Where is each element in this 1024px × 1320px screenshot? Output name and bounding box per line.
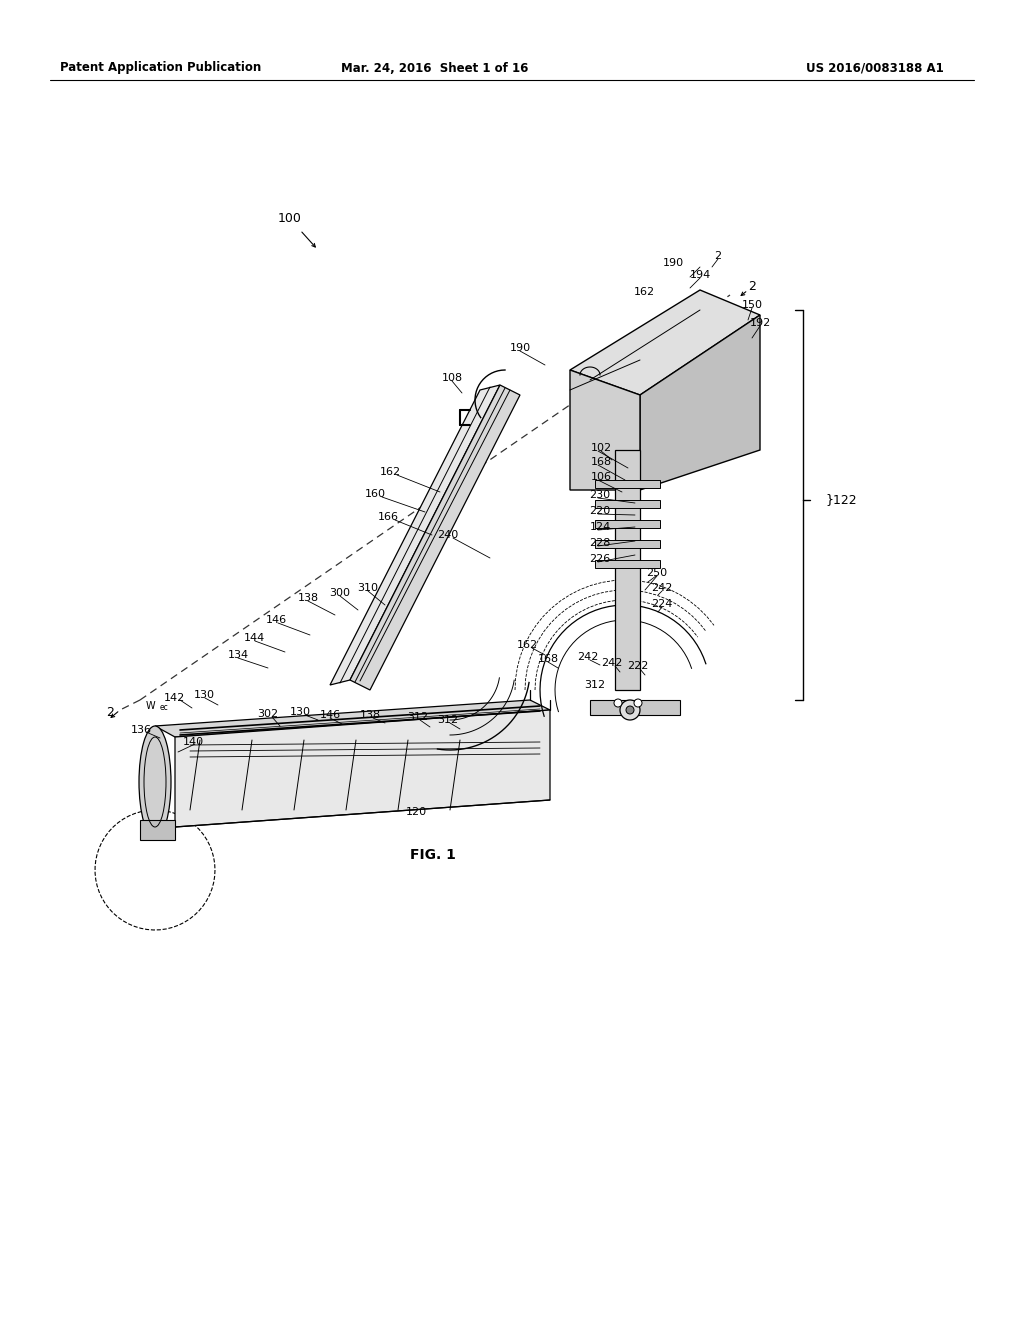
Text: 242: 242 (651, 583, 673, 593)
Polygon shape (350, 385, 520, 690)
Text: 2: 2 (749, 281, 756, 293)
Text: 168: 168 (591, 457, 611, 467)
Text: 162: 162 (380, 467, 400, 477)
Text: 138: 138 (297, 593, 318, 603)
Text: 100: 100 (279, 211, 302, 224)
Text: 108: 108 (441, 374, 463, 383)
Text: 140: 140 (182, 737, 204, 747)
Text: Patent Application Publication: Patent Application Publication (60, 62, 261, 74)
Text: 190: 190 (509, 343, 530, 352)
Polygon shape (330, 385, 500, 685)
Text: 312: 312 (437, 715, 459, 725)
Text: 168: 168 (538, 653, 558, 664)
Circle shape (614, 700, 622, 708)
Text: 192: 192 (750, 318, 771, 327)
Text: 102: 102 (591, 444, 611, 453)
Circle shape (626, 706, 634, 714)
Text: 312: 312 (585, 680, 605, 690)
Text: 190: 190 (663, 257, 684, 268)
Text: 310: 310 (357, 583, 379, 593)
Text: 166: 166 (378, 512, 398, 521)
Ellipse shape (139, 726, 171, 838)
Text: 144: 144 (244, 634, 264, 643)
Text: 2: 2 (106, 706, 114, 719)
Text: 312: 312 (408, 711, 429, 722)
Polygon shape (175, 710, 550, 828)
Text: 230: 230 (590, 490, 610, 500)
Text: 106: 106 (591, 473, 611, 482)
Text: }122: }122 (825, 494, 857, 507)
Text: 142: 142 (164, 693, 184, 704)
Polygon shape (570, 370, 640, 490)
Polygon shape (640, 315, 760, 490)
Text: 162: 162 (516, 640, 538, 649)
Text: ec: ec (160, 704, 169, 713)
Text: 242: 242 (578, 652, 599, 663)
Text: Mar. 24, 2016  Sheet 1 of 16: Mar. 24, 2016 Sheet 1 of 16 (341, 62, 528, 74)
Text: 194: 194 (689, 271, 711, 280)
Text: 220: 220 (590, 506, 610, 516)
Polygon shape (595, 520, 660, 528)
Text: 240: 240 (437, 531, 459, 540)
Text: 150: 150 (741, 300, 763, 310)
Polygon shape (140, 820, 175, 840)
Polygon shape (595, 540, 660, 548)
Polygon shape (615, 450, 640, 690)
Text: 224: 224 (651, 599, 673, 609)
Text: 120: 120 (406, 807, 427, 817)
Text: 162: 162 (634, 286, 654, 297)
Circle shape (620, 700, 640, 719)
Polygon shape (595, 560, 660, 568)
Text: 222: 222 (628, 661, 648, 671)
Polygon shape (595, 500, 660, 508)
Text: 146: 146 (319, 710, 341, 719)
Text: 136: 136 (130, 725, 152, 735)
Polygon shape (155, 700, 550, 737)
Text: 146: 146 (265, 615, 287, 624)
Text: 2: 2 (715, 251, 722, 261)
Text: 226: 226 (590, 554, 610, 564)
Text: 300: 300 (330, 587, 350, 598)
Circle shape (634, 700, 642, 708)
Text: 302: 302 (257, 709, 279, 719)
Text: 228: 228 (590, 539, 610, 548)
Text: 160: 160 (365, 488, 385, 499)
Text: W: W (145, 701, 155, 711)
Text: 138: 138 (359, 710, 381, 719)
Text: 130: 130 (290, 708, 310, 717)
Polygon shape (570, 290, 760, 395)
Text: 124: 124 (590, 521, 610, 532)
Text: FIG. 1: FIG. 1 (410, 847, 456, 862)
Text: 250: 250 (646, 568, 668, 578)
Text: US 2016/0083188 A1: US 2016/0083188 A1 (806, 62, 944, 74)
Text: 242: 242 (601, 657, 623, 668)
Text: 130: 130 (194, 690, 214, 700)
Text: 134: 134 (227, 649, 249, 660)
Polygon shape (595, 480, 660, 488)
Polygon shape (590, 700, 680, 715)
